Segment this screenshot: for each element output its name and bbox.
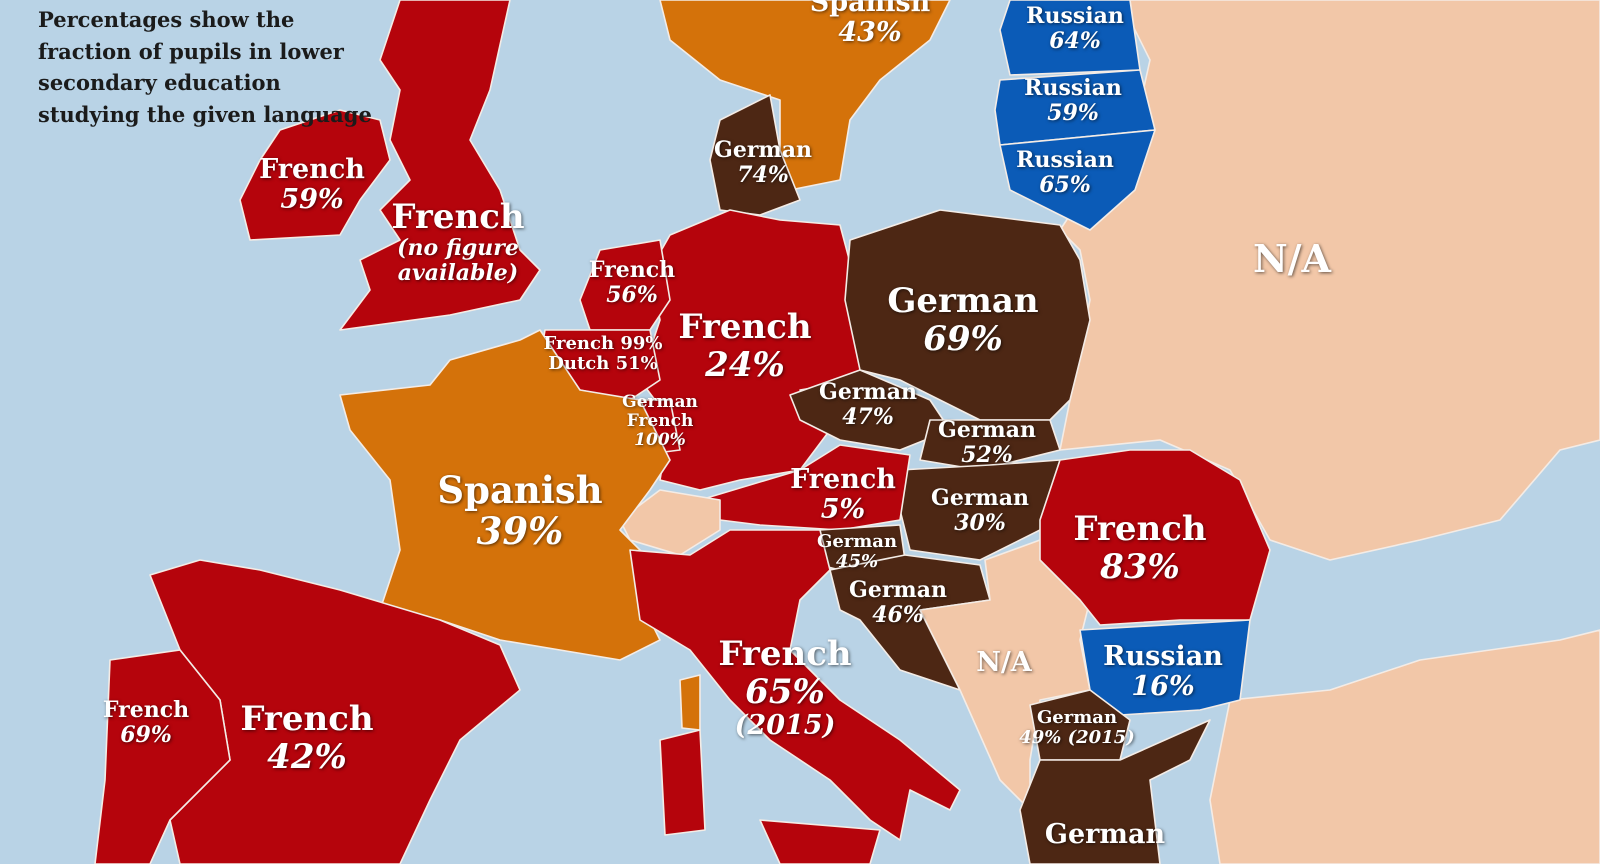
- region-estonia: [999, 0, 1141, 76]
- label-spain: French 42%: [240, 699, 374, 778]
- label-balkans-na: N/A: [976, 647, 1032, 678]
- label-ireland: French 59%: [259, 154, 365, 216]
- region-sweden: [659, 0, 951, 191]
- region-hungary: [899, 459, 1061, 561]
- label-poland: German 69%: [887, 281, 1039, 360]
- region-lithuania: [999, 129, 1156, 231]
- region-italy: [629, 529, 961, 841]
- region-sicily: [759, 819, 881, 864]
- region-greece: [1019, 719, 1211, 864]
- region-portugal: [94, 649, 231, 864]
- region-sardinia: [659, 729, 706, 836]
- label-france: Spanish 39%: [437, 468, 603, 554]
- region-austria: [699, 444, 911, 531]
- label-slovakia: German 52%: [938, 417, 1036, 468]
- region-turkey-na: [1209, 629, 1600, 864]
- label-netherlands: French 56%: [588, 257, 676, 308]
- region-slovakia: [919, 419, 1061, 471]
- label-croatia: German 46%: [849, 577, 947, 628]
- label-hungary: German 30%: [931, 485, 1029, 536]
- label-macedonia: German 49% (2015): [1019, 707, 1135, 749]
- label-portugal: French 69%: [102, 697, 190, 748]
- label-italy: French 65% (2015): [718, 634, 852, 742]
- region-ireland: [239, 109, 391, 241]
- region-corsica: [679, 674, 701, 731]
- label-austria: French 5%: [790, 464, 896, 526]
- label-east-na: N/A: [1252, 236, 1332, 281]
- region-macedonia: [1029, 689, 1131, 761]
- label-slovenia: German 45%: [816, 531, 898, 573]
- label-luxembourg: German French 100%: [622, 392, 698, 451]
- label-bulgaria: Russian 16%: [1103, 641, 1223, 703]
- label-denmark: German 74%: [714, 137, 812, 188]
- region-uk: [339, 0, 541, 331]
- region-romania: [1039, 449, 1271, 626]
- label-sweden: Spanish 43%: [809, 0, 931, 49]
- label-latvia: Russian 59%: [1024, 75, 1122, 126]
- label-romania: French 83%: [1073, 509, 1207, 588]
- map-note: Percentages show the fraction of pupils …: [38, 7, 372, 127]
- label-uk: French (no figure available): [391, 197, 525, 286]
- label-belgium: French 99% Dutch 51%: [543, 333, 663, 375]
- region-denmark: [709, 94, 801, 216]
- label-czechia: German 47%: [819, 379, 917, 430]
- label-lithuania: Russian 65%: [1016, 147, 1114, 198]
- label-estonia: Russian 64%: [1026, 3, 1124, 54]
- label-greece: German: [1044, 819, 1166, 850]
- label-germany: French 24%: [678, 307, 812, 386]
- region-poland: [844, 209, 1091, 421]
